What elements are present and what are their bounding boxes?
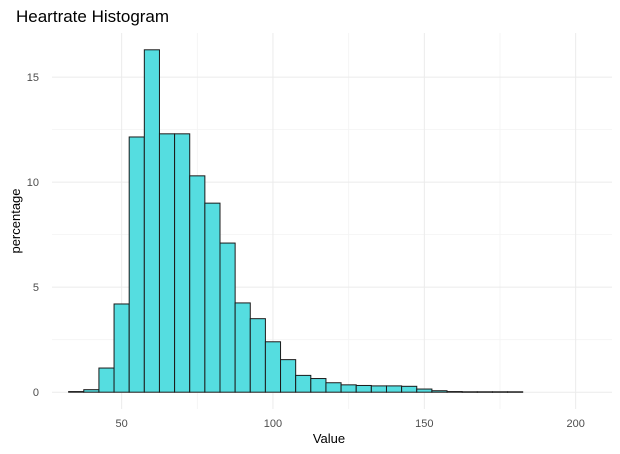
histogram-bar <box>340 384 357 393</box>
histogram-bar <box>143 49 160 393</box>
histogram-bar <box>174 133 191 393</box>
y-tick-label: 15 <box>27 72 39 84</box>
histogram-bar <box>98 367 115 393</box>
histogram-bar <box>158 133 176 393</box>
histogram-bar <box>385 385 403 393</box>
histogram-bars <box>68 49 524 393</box>
x-tick-label: 50 <box>115 418 127 430</box>
histogram-bar <box>431 390 448 393</box>
histogram-bar <box>128 136 145 393</box>
chart-title: Heartrate Histogram <box>16 7 169 26</box>
histogram-bar <box>280 359 297 393</box>
y-axis-title: percentage <box>8 188 23 253</box>
y-tick-label: 10 <box>27 177 39 189</box>
histogram-bar <box>189 175 206 393</box>
y-tick-label: 5 <box>33 282 39 294</box>
x-axis-ticks: 50 100 150 200 <box>115 418 584 430</box>
x-tick-label: 200 <box>566 418 584 430</box>
histogram-bar <box>325 382 342 393</box>
histogram-bar <box>370 385 387 393</box>
x-tick-label: 150 <box>415 418 433 430</box>
histogram-bar <box>113 303 130 393</box>
histogram-bar <box>264 341 282 393</box>
histogram-bar <box>355 384 372 393</box>
histogram-bar <box>491 391 509 393</box>
histogram-bar <box>83 389 100 393</box>
y-axis-ticks: 0 5 10 15 <box>27 72 39 399</box>
y-tick-label: 0 <box>33 387 39 399</box>
histogram-bar <box>68 391 85 393</box>
histogram-bar <box>219 242 236 393</box>
histogram-bar <box>401 385 418 393</box>
histogram-bar <box>295 374 312 393</box>
histogram-bar <box>461 391 478 393</box>
x-axis-title: Value <box>313 431 345 446</box>
x-tick-label: 100 <box>264 418 282 430</box>
histogram-bar <box>416 388 433 393</box>
histogram-bar <box>249 318 266 393</box>
histogram-bar <box>446 391 463 393</box>
histogram-bar <box>310 378 327 393</box>
histogram-bar <box>204 202 221 393</box>
histogram-bar <box>507 391 524 393</box>
histogram-bar <box>476 391 493 393</box>
histogram-bar <box>234 302 251 393</box>
